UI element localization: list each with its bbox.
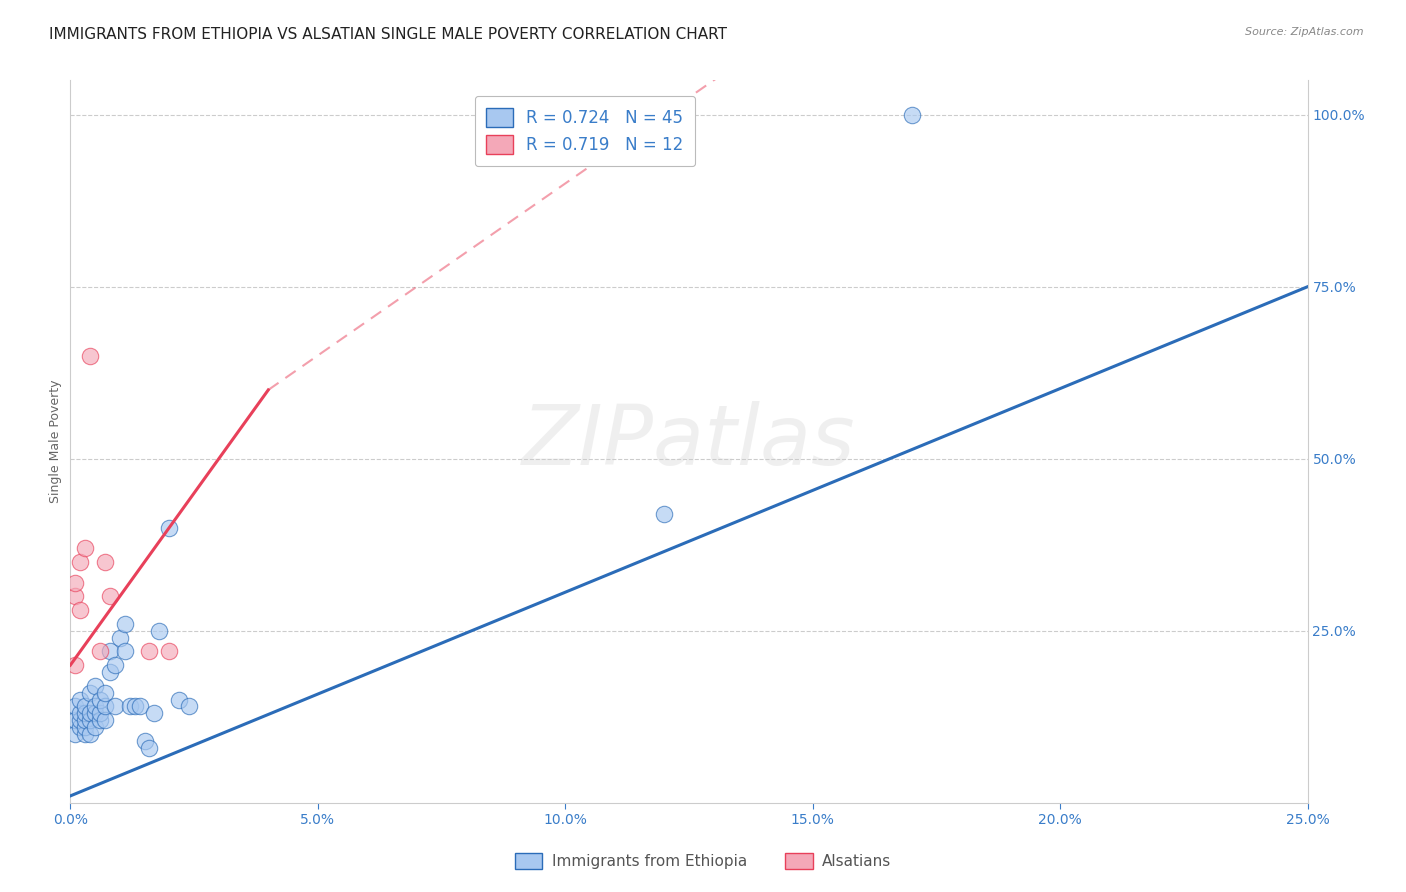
Point xyxy=(98,590,121,604)
Point xyxy=(65,575,87,590)
Point xyxy=(148,624,170,638)
Text: IMMIGRANTS FROM ETHIOPIA VS ALSATIAN SINGLE MALE POVERTY CORRELATION CHART: IMMIGRANTS FROM ETHIOPIA VS ALSATIAN SIN… xyxy=(49,27,727,42)
Point xyxy=(134,734,156,748)
Point xyxy=(65,713,87,727)
Point xyxy=(104,658,127,673)
Point xyxy=(89,644,111,658)
Point xyxy=(128,699,150,714)
Point xyxy=(98,665,121,679)
Point xyxy=(118,699,141,714)
Point xyxy=(79,349,101,363)
Point xyxy=(89,713,111,727)
Point xyxy=(177,699,200,714)
Y-axis label: Single Male Poverty: Single Male Poverty xyxy=(49,380,62,503)
Point xyxy=(75,727,97,741)
Point xyxy=(89,692,111,706)
Point xyxy=(138,644,160,658)
Point xyxy=(114,644,136,658)
Point xyxy=(104,699,127,714)
Point xyxy=(900,108,922,122)
Point xyxy=(75,713,97,727)
Point xyxy=(65,699,87,714)
Point xyxy=(124,699,146,714)
Point xyxy=(65,590,87,604)
Point xyxy=(79,727,101,741)
Point xyxy=(79,686,101,700)
Point xyxy=(75,720,97,734)
Legend: Immigrants from Ethiopia, Alsatians: Immigrants from Ethiopia, Alsatians xyxy=(509,847,897,875)
Point xyxy=(75,699,97,714)
Point xyxy=(84,699,107,714)
Point xyxy=(94,713,117,727)
Point xyxy=(143,706,166,721)
Point xyxy=(69,720,91,734)
Point xyxy=(69,603,91,617)
Point xyxy=(98,644,121,658)
Point xyxy=(79,706,101,721)
Point xyxy=(84,706,107,721)
Point xyxy=(94,686,117,700)
Text: ZIPatlas: ZIPatlas xyxy=(522,401,856,482)
Point xyxy=(114,616,136,631)
Point xyxy=(157,520,180,534)
Point xyxy=(65,658,87,673)
Point xyxy=(94,699,117,714)
Point xyxy=(65,727,87,741)
Point xyxy=(84,679,107,693)
Point xyxy=(157,644,180,658)
Point xyxy=(69,706,91,721)
Point xyxy=(75,541,97,556)
Point xyxy=(75,706,97,721)
Point xyxy=(138,740,160,755)
Point xyxy=(94,555,117,569)
Legend: R = 0.724   N = 45, R = 0.719   N = 12: R = 0.724 N = 45, R = 0.719 N = 12 xyxy=(475,95,695,166)
Point xyxy=(84,720,107,734)
Point xyxy=(69,713,91,727)
Point xyxy=(69,555,91,569)
Point xyxy=(69,692,91,706)
Point xyxy=(652,507,675,521)
Point xyxy=(79,713,101,727)
Point xyxy=(108,631,131,645)
Text: Source: ZipAtlas.com: Source: ZipAtlas.com xyxy=(1246,27,1364,37)
Point xyxy=(167,692,190,706)
Point xyxy=(89,706,111,721)
